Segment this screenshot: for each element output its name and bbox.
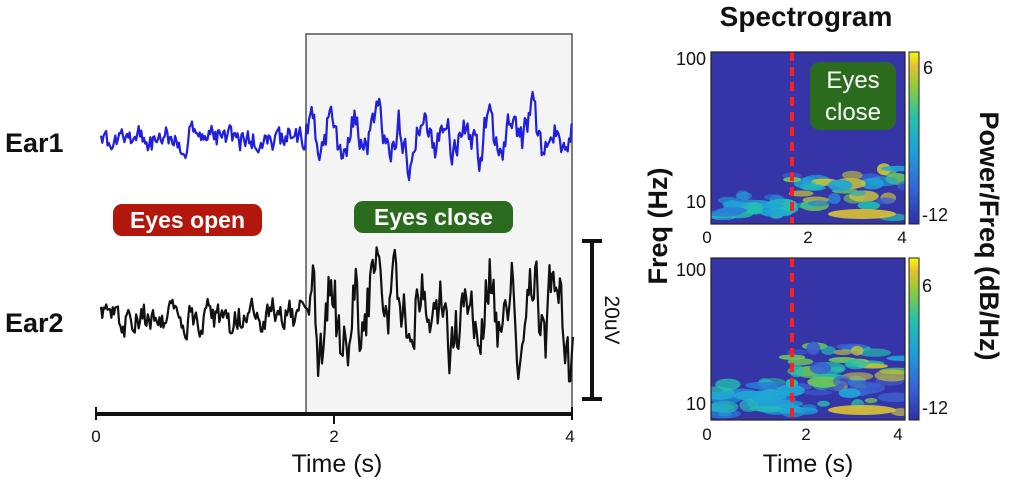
power-blob <box>867 176 899 187</box>
power-blob <box>764 194 780 201</box>
power-blob <box>807 200 830 207</box>
power-blob <box>877 392 905 403</box>
power-blob <box>833 375 851 387</box>
power-blob <box>849 190 866 197</box>
power-blob <box>817 400 830 407</box>
spectrogram-annotation-badge <box>810 62 896 130</box>
eeg-trace-ear1 <box>99 90 573 182</box>
spectrogram-panel: Spectrogram Eyes close 100 10 0 2 4 6 -1… <box>643 1 1004 478</box>
ear2-x-tick-0: 0 <box>702 425 711 444</box>
power-blob <box>821 346 836 355</box>
power-blob <box>711 402 728 412</box>
power-blob <box>842 372 874 381</box>
power-blob <box>833 349 853 356</box>
ear1-y-tick-100: 100 <box>676 49 706 69</box>
eeg-x-tick-label-4: 4 <box>565 427 574 446</box>
power-blob <box>803 389 833 396</box>
scale-bar-label: 20uV <box>600 295 623 344</box>
power-blob <box>838 388 861 398</box>
colorbar-ear1-tick-high: 6 <box>923 58 933 78</box>
ear2-y-tick-10: 10 <box>686 394 706 414</box>
spectrogram-annotation-line1: Eyes <box>826 67 879 94</box>
eeg-x-tick-label-2: 2 <box>329 427 338 446</box>
ear2-x-tick-4: 4 <box>893 425 902 444</box>
eeg-panel: Ear1 Ear2 Eyes open Eyes close 20uV 0 2 … <box>5 33 623 478</box>
spectrogram-y-axis-title: Freq (Hz) <box>643 168 673 285</box>
spectrogram-x-axis-title: Time (s) <box>763 450 854 478</box>
power-blob <box>739 399 759 412</box>
alpha-band <box>828 405 896 415</box>
spectrogram-ear1-frame <box>710 51 906 225</box>
power-blob <box>745 381 779 390</box>
power-blob <box>842 170 863 180</box>
power-blob <box>844 359 868 370</box>
power-blob <box>850 345 864 356</box>
power-blob <box>857 201 880 210</box>
power-blob <box>827 179 853 192</box>
power-blob <box>734 390 768 401</box>
channel-label-ear1: Ear1 <box>5 128 64 158</box>
power-blob <box>799 183 824 191</box>
power-blob <box>788 190 814 197</box>
power-blob <box>886 355 905 361</box>
spectrogram-annotation-line2: close <box>825 99 881 126</box>
power-blob <box>795 407 819 415</box>
eeg-x-tick-label-0: 0 <box>91 427 100 446</box>
power-blob <box>807 376 841 388</box>
colorbar-ear2-tick-high: 6 <box>922 276 932 296</box>
power-blob <box>778 354 806 360</box>
power-blob <box>897 181 905 191</box>
colorbar-ear2-tick-low: -12 <box>922 398 948 418</box>
power-blob <box>831 366 844 372</box>
power-blob <box>857 348 892 357</box>
power-blob <box>760 208 788 217</box>
power-blob <box>715 378 741 390</box>
power-blob <box>736 191 752 200</box>
power-blob <box>827 193 841 205</box>
power-blob <box>809 361 832 375</box>
ear2-y-tick-100: 100 <box>676 260 706 280</box>
power-blob <box>875 197 896 205</box>
power-blob <box>806 341 821 355</box>
eyes-close-badge <box>354 201 513 233</box>
power-blob <box>747 202 764 215</box>
power-blob <box>711 210 742 217</box>
colorbar-ear1 <box>908 51 920 225</box>
eyes-open-badge <box>113 204 262 236</box>
ear1-x-tick-4: 4 <box>897 228 906 247</box>
colorbar-ear1-tick-low: -12 <box>922 205 948 225</box>
spectrogram-title: Spectrogram <box>720 1 893 32</box>
ear1-y-tick-10: 10 <box>686 192 706 212</box>
power-blob <box>880 165 905 172</box>
eyes-open-label: Eyes open <box>130 207 245 233</box>
power-blob <box>718 196 739 204</box>
eeg-trace-ear2 <box>99 246 574 383</box>
spectrogram-ear2-frame <box>710 257 906 421</box>
eyes-close-label: Eyes close <box>374 204 493 230</box>
alpha-band <box>828 209 896 219</box>
colorbar-ear2 <box>908 257 920 421</box>
ear2-x-tick-2: 2 <box>801 425 810 444</box>
scale-bar <box>582 239 602 401</box>
eeg-x-axis-title: Time (s) <box>292 450 383 478</box>
spectrogram-ear1-power <box>711 163 905 222</box>
power-blob <box>864 397 878 404</box>
colorbar-title: Power/Freq (dB/Hz) <box>974 111 1004 360</box>
ear1-x-tick-0: 0 <box>702 228 711 247</box>
channel-label-ear2: Ear2 <box>5 308 64 338</box>
power-blob <box>874 369 905 382</box>
ear1-x-tick-2: 2 <box>803 228 812 247</box>
power-blob <box>711 391 742 405</box>
